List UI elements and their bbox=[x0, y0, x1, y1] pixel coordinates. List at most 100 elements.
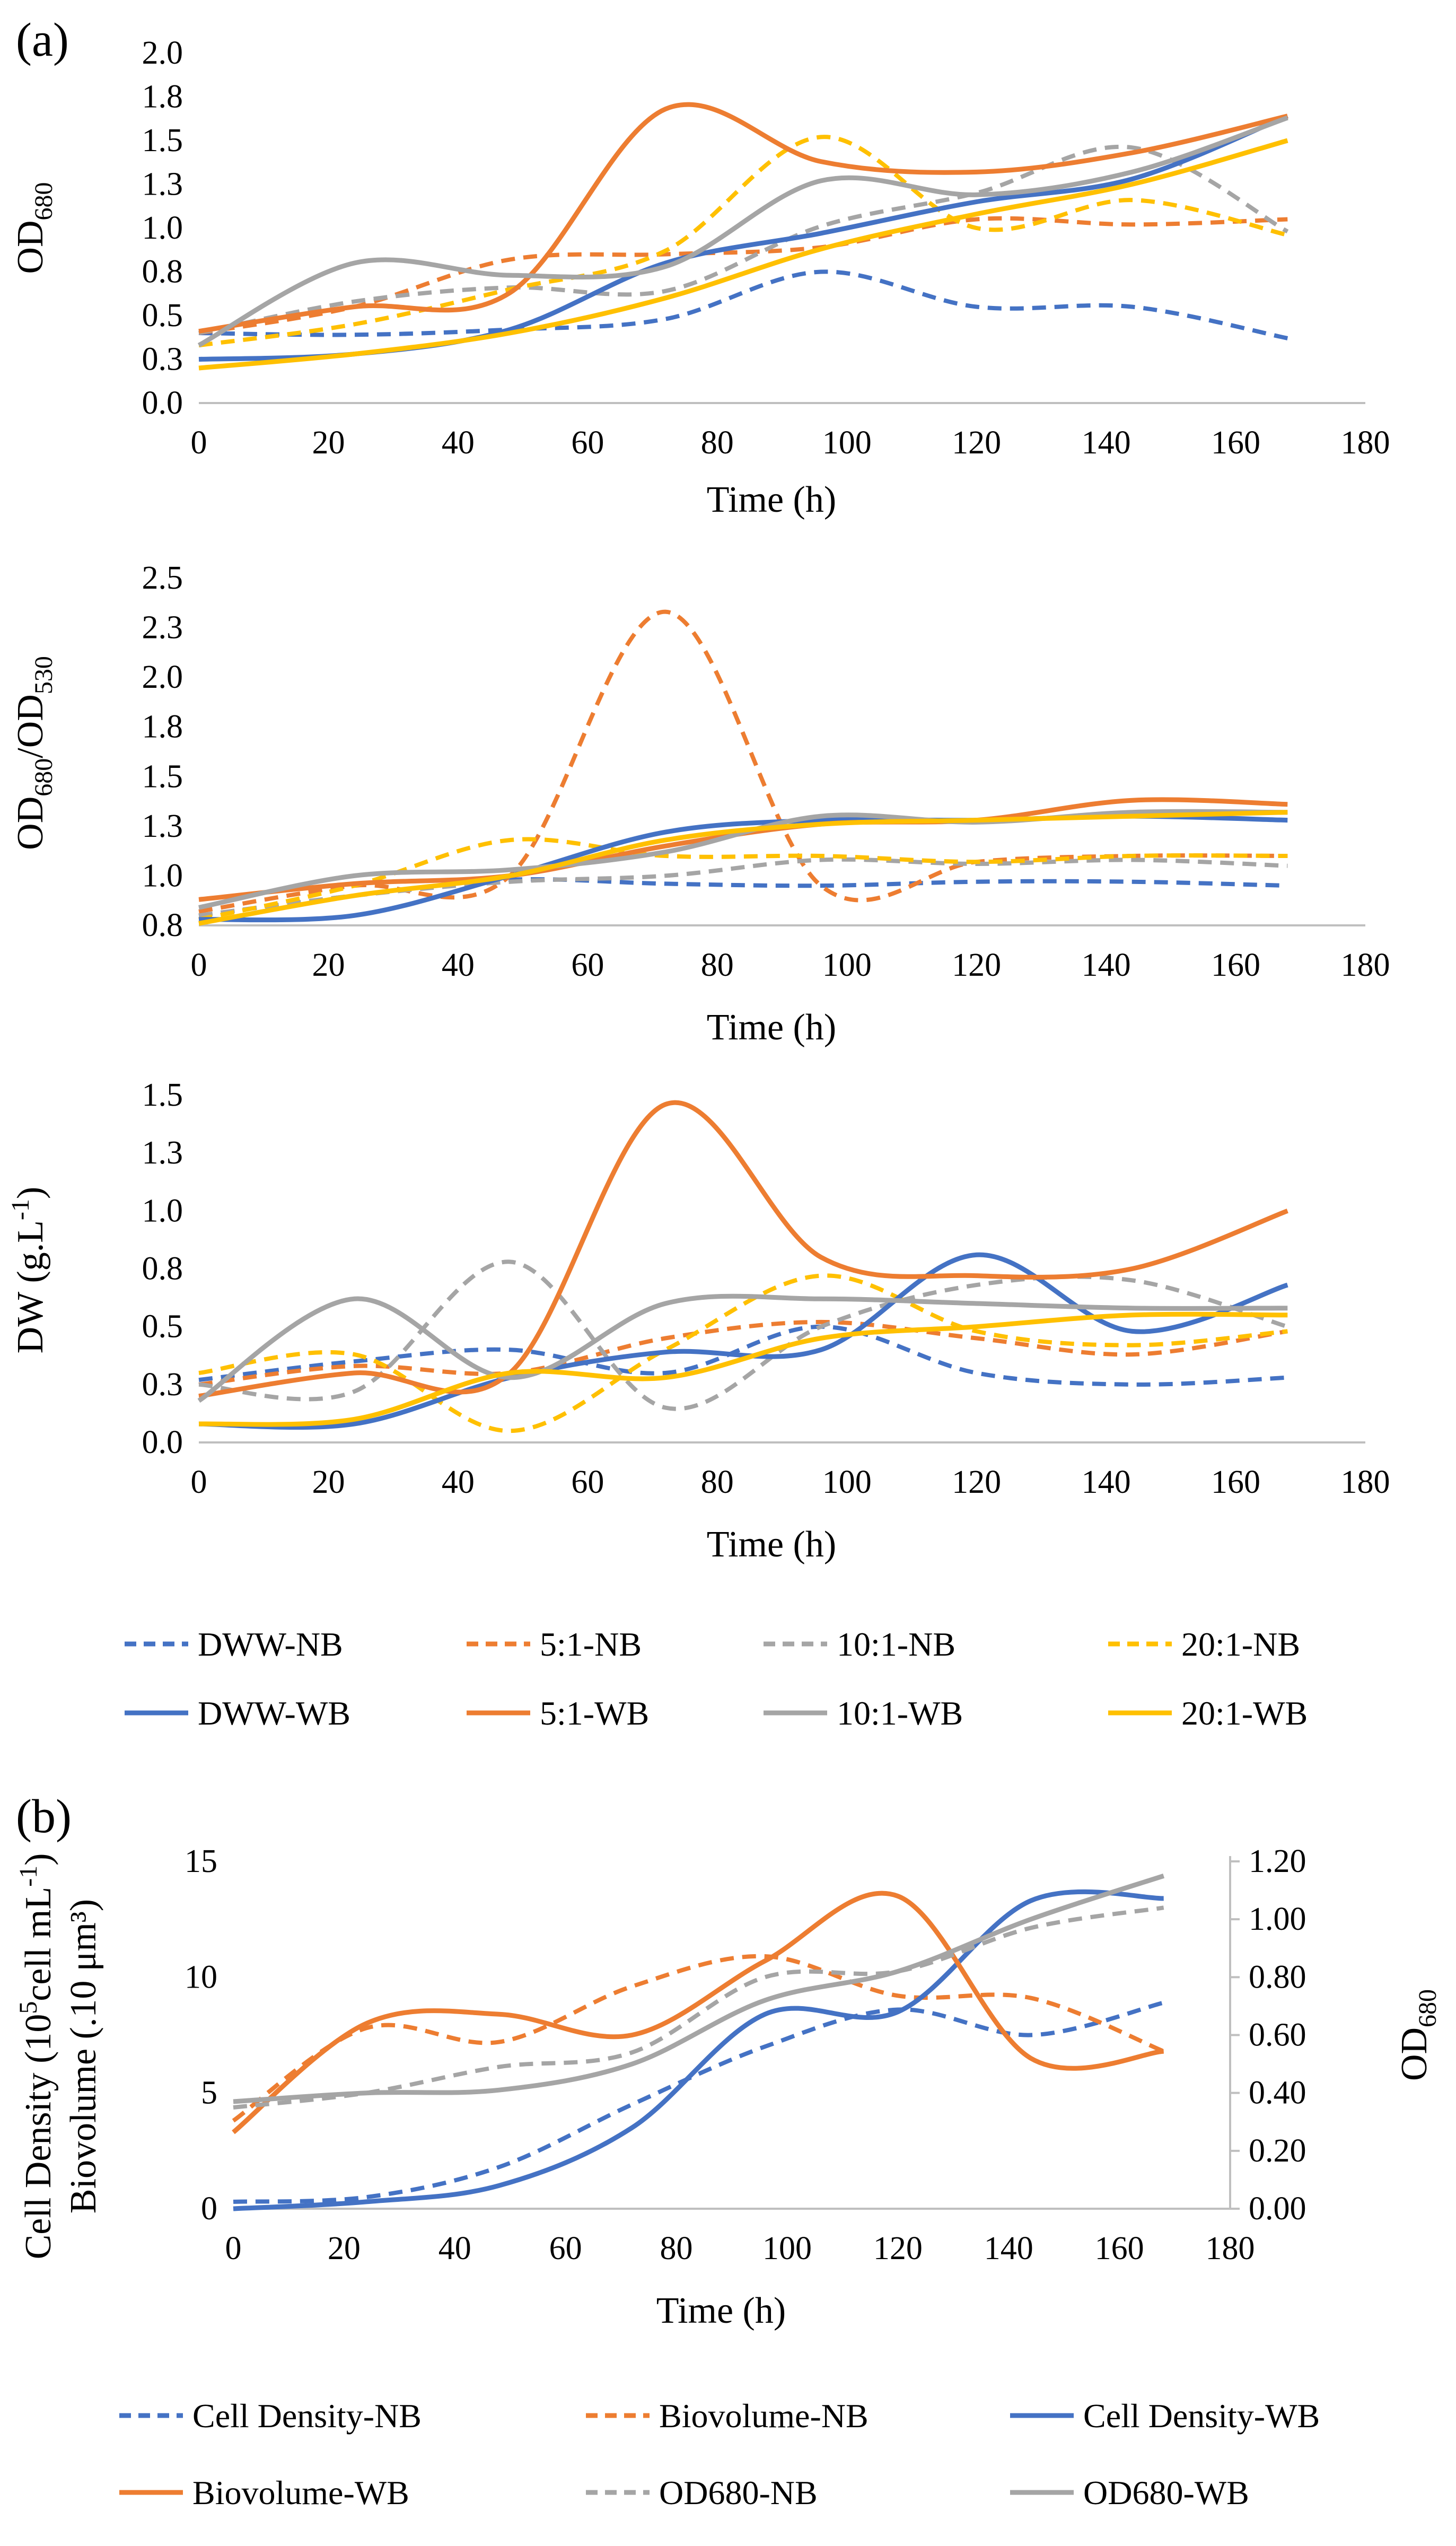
od680-y-tick-label: 0.8 bbox=[142, 254, 183, 290]
legend-a-label-dww-wb: DWW-WB bbox=[198, 1694, 350, 1732]
dw-series-5-1-nb bbox=[198, 1319, 1288, 1387]
panel-b-series-cell-density-nb bbox=[233, 2000, 1164, 2204]
od680-x-tick-label: 20 bbox=[312, 425, 345, 461]
od680-x-tick-label: 60 bbox=[571, 425, 604, 461]
legend-b-label-cell-density-wb: Cell Density-WB bbox=[1083, 2397, 1320, 2435]
dw-x-tick-label: 60 bbox=[571, 1464, 604, 1500]
panel-b-series-biovolume-nb bbox=[232, 1954, 1165, 2123]
od680-x-tick-label: 0 bbox=[191, 425, 207, 461]
ratio-series-20-1-nb bbox=[198, 837, 1288, 922]
ratio-series-dww-nb bbox=[198, 877, 1288, 918]
ratio-x-tick-label: 0 bbox=[191, 947, 207, 983]
dw-x-tick-label: 180 bbox=[1341, 1464, 1390, 1500]
ratio-y-axis-title: OD680/OD530 bbox=[10, 656, 58, 850]
panel-b-x-tick-label: 180 bbox=[1206, 2230, 1255, 2267]
legend-a-label-20-1-wb: 20:1-WB bbox=[1181, 1694, 1308, 1732]
ratio-series-10-1-wb bbox=[198, 809, 1288, 910]
od680-x-tick-label: 80 bbox=[701, 425, 734, 461]
legend-a-label-dww-nb: DWW-NB bbox=[198, 1625, 343, 1663]
ratio-x-tick-label: 140 bbox=[1082, 947, 1131, 983]
ratio-y-tick-label: 2.5 bbox=[142, 560, 183, 596]
od680-y-tick-label: 1.5 bbox=[142, 123, 183, 159]
legend-b-label-od680-wb: OD680-WB bbox=[1083, 2474, 1249, 2512]
od-ratio-chart: 0.8 1.0 1.3 1.5 1.8 2.0 2.3 2.5 0 20 40 60 80 100 120 1… bbox=[10, 560, 1390, 1048]
od680-x-tick-label: 140 bbox=[1082, 425, 1131, 461]
ratio-x-tick-label: 160 bbox=[1211, 947, 1260, 983]
dw-series-10-1-wb bbox=[197, 1293, 1288, 1403]
od680-y-tick-label: 0.0 bbox=[142, 385, 183, 421]
ratio-x-tick-label: 120 bbox=[952, 947, 1001, 983]
panel-b-right-axis-title-part: 680 bbox=[1414, 1989, 1442, 2027]
od680-series-10-1-wb bbox=[197, 115, 1288, 348]
panel-b-right-axis-title: OD680 bbox=[1394, 1989, 1442, 2081]
ratio-series-10-1-nb bbox=[198, 857, 1288, 918]
panel-b-x-tick-label: 60 bbox=[549, 2230, 582, 2267]
panel-b-series-od680-nb bbox=[233, 1905, 1164, 2110]
ratio-y-tick-label: 0.8 bbox=[142, 907, 183, 943]
panel-b-x-tick-label: 80 bbox=[660, 2230, 693, 2267]
panel-label-a: (a) bbox=[16, 14, 69, 66]
panel-b-x-tick-label: 20 bbox=[328, 2230, 361, 2267]
od680-series-20-1-wb bbox=[198, 138, 1288, 371]
ratio-series-20-1-wb bbox=[198, 810, 1288, 926]
od680-y-tick-label: 1.0 bbox=[142, 210, 183, 246]
title-part: Cell Density (10 bbox=[18, 2014, 59, 2260]
ratio-x-tick-label: 60 bbox=[571, 947, 604, 983]
panel-b-series-cell-density-wb bbox=[233, 1889, 1164, 2211]
dw-x-tick-label: 100 bbox=[822, 1464, 872, 1500]
panel-b-x-tick-label: 160 bbox=[1095, 2230, 1144, 2267]
panel-b-right-tick-label: 0.60 bbox=[1249, 2017, 1306, 2053]
panel-b-series-biovolume-wb bbox=[232, 1891, 1164, 2134]
od680-y-axis-title: OD680 bbox=[10, 182, 58, 274]
dw-y-tick-label: 1.0 bbox=[142, 1193, 183, 1229]
panel-b-series-od680-wb bbox=[233, 1874, 1165, 2104]
dw-x-tick-label: 160 bbox=[1211, 1464, 1260, 1500]
ratio-y-axis-title-part: /OD bbox=[10, 694, 51, 758]
ratio-y-axis-title-part: 530 bbox=[30, 656, 58, 694]
od680-series-5-1-nb bbox=[198, 216, 1288, 335]
panel-b-left-axis-title-line1: Cell Density (105cell mL-1) bbox=[14, 1853, 59, 2260]
legend-panel-a: DWW-NB 5:1-NB 10:1-NB 20:1-NB DWW-WB 5:1-WB 10… bbox=[125, 1625, 1308, 1732]
dw-y-tick-label: 1.5 bbox=[142, 1077, 183, 1113]
panel-label-b: (b) bbox=[16, 1790, 72, 1843]
dw-y-axis-title-part: DW (g.L bbox=[10, 1220, 51, 1353]
dw-y-axis-title: DW (g.L-1) bbox=[6, 1187, 51, 1354]
dw-y-axis-title-part: -1 bbox=[6, 1199, 34, 1220]
ratio-y-axis-title-part: 680 bbox=[30, 758, 58, 797]
legend-a-label-5-1-nb: 5:1-NB bbox=[540, 1625, 642, 1663]
dw-y-tick-label: 1.3 bbox=[142, 1135, 183, 1171]
dw-y-tick-label: 0.3 bbox=[142, 1367, 183, 1403]
ratio-x-axis-title: Time (h) bbox=[707, 1007, 836, 1048]
panel-b-x-tick-label: 40 bbox=[438, 2230, 471, 2267]
od680-chart: 0.0 0.3 0.5 0.8 1.0 1.3 1.5 1.8 2.0 0 20 40 60 80 100 1… bbox=[10, 35, 1390, 520]
panel-b-x-axis-title: Time (h) bbox=[656, 2290, 786, 2331]
dw-series-10-1-nb bbox=[198, 1259, 1288, 1411]
od680-x-tick-label: 100 bbox=[822, 425, 872, 461]
od680-x-tick-label: 120 bbox=[952, 425, 1001, 461]
ratio-y-tick-label: 2.0 bbox=[142, 659, 183, 695]
panel-b-left-axis-title-line2: Biovolume (.10 μm³) bbox=[63, 1899, 104, 2213]
title-part: 5 bbox=[14, 2001, 42, 2014]
legend-a-label-10-1-wb: 10:1-WB bbox=[837, 1694, 963, 1732]
legend-b-label-biovolume-wb: Biovolume-WB bbox=[192, 2474, 409, 2512]
od680-y-tick-label: 0.5 bbox=[142, 298, 183, 334]
dw-y-tick-label: 0.0 bbox=[142, 1424, 183, 1460]
dw-x-tick-label: 140 bbox=[1082, 1464, 1131, 1500]
dw-x-tick-label: 120 bbox=[952, 1464, 1001, 1500]
od680-series-10-1-nb bbox=[198, 144, 1289, 335]
legend-b-label-od680-nb: OD680-NB bbox=[659, 2474, 818, 2512]
ratio-x-tick-label: 180 bbox=[1341, 947, 1390, 983]
od680-x-tick-label: 160 bbox=[1211, 425, 1260, 461]
title-part: ) bbox=[18, 1853, 59, 1866]
panel-b-x-tick-label: 140 bbox=[984, 2230, 1033, 2267]
dw-series-20-1-nb bbox=[198, 1273, 1288, 1433]
ratio-y-axis-title-part: OD bbox=[10, 797, 51, 850]
legend-panel-b: Cell Density-NB Biovolume-NB Cell Density-… bbox=[119, 2397, 1320, 2512]
dw-y-tick-label: 0.8 bbox=[142, 1251, 183, 1287]
ratio-y-tick-label: 1.5 bbox=[142, 758, 183, 794]
od680-x-tick-label: 40 bbox=[442, 425, 475, 461]
legend-a-label-20-1-nb: 20:1-NB bbox=[1181, 1625, 1300, 1663]
od680-x-axis-title: Time (h) bbox=[707, 479, 836, 520]
panel-b-right-tick-label: 0.20 bbox=[1249, 2133, 1306, 2169]
